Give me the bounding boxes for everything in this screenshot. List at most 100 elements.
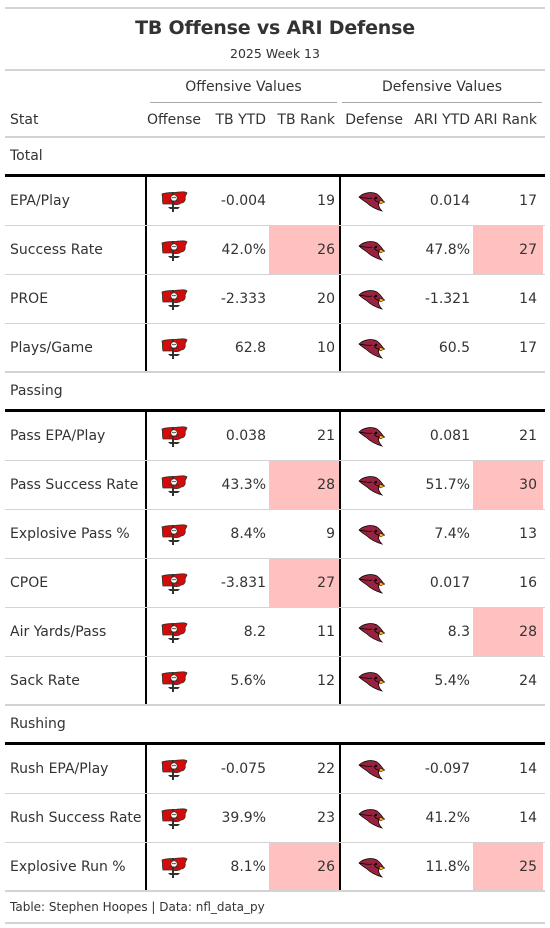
col-header-def-rank: ARI Rank: [474, 112, 537, 128]
table-title: TB Offense vs ARI Defense: [135, 17, 415, 39]
cardinals-logo-icon: [357, 287, 387, 311]
defense-logo-cell: [339, 657, 409, 704]
cardinals-logo-icon: [357, 473, 387, 497]
stat-label: Plays/Game: [10, 339, 93, 356]
col-header-stat: Stat: [10, 112, 39, 128]
off-ytd-value: 5.6%: [230, 672, 266, 689]
offense-logo-cell: [145, 461, 207, 509]
col-header-def-ytd: ARI YTD: [414, 112, 470, 128]
table-row: Pass EPA/Play 0.038 21 0.081 21: [5, 412, 545, 461]
table-source-note: Table: Stephen Hoopes | Data: nfl_data_p…: [5, 892, 545, 924]
def-rank-value: 17: [519, 193, 537, 209]
def-rank-value: 24: [519, 672, 537, 689]
table-row: Success Rate 42.0% 26 47.8% 27: [5, 226, 545, 275]
spanner-underline: [150, 102, 337, 103]
defense-logo-cell: [339, 843, 409, 890]
table-row: Rush Success Rate 39.9% 23 41.2% 14: [5, 794, 545, 843]
off-ytd-value: 8.2: [243, 624, 266, 640]
off-ytd-value: 43.3%: [221, 477, 266, 493]
cardinals-logo-icon: [357, 806, 387, 830]
def-ytd-value: 7.4%: [434, 526, 470, 542]
cardinals-logo-icon: [357, 620, 387, 644]
stat-label: Rush EPA/Play: [10, 761, 109, 777]
def-rank-value: 21: [519, 428, 537, 444]
group-header-1: Passing: [5, 373, 545, 412]
offense-logo-cell: [145, 226, 207, 274]
cardinals-logo-icon: [357, 571, 387, 595]
def-rank-value: 14: [519, 761, 537, 777]
offense-logo-cell: [145, 275, 207, 323]
def-rank-value: 27: [473, 226, 543, 274]
def-ytd-value: 60.5: [438, 339, 470, 356]
offense-logo-cell: [145, 745, 207, 793]
off-rank-value: 20: [317, 291, 335, 307]
offense-logo-cell: [145, 177, 207, 225]
defense-logo-cell: [339, 275, 409, 323]
cardinals-logo-icon: [357, 424, 387, 448]
buccaneers-logo-icon: [159, 620, 189, 644]
stat-label: Sack Rate: [10, 672, 80, 689]
table-subtitle: 2025 Week 13: [230, 46, 320, 61]
def-ytd-value: 5.4%: [434, 672, 470, 689]
def-ytd-value: 0.014: [429, 193, 470, 209]
defense-logo-cell: [339, 794, 409, 842]
buccaneers-logo-icon: [159, 336, 189, 360]
off-ytd-value: 8.4%: [230, 526, 266, 542]
offense-logo-cell: [145, 843, 207, 890]
stat-label: Explosive Run %: [10, 858, 126, 875]
def-ytd-value: -0.097: [424, 761, 470, 777]
def-ytd-value: 0.081: [429, 428, 470, 444]
table-row: Plays/Game 62.8 10 60.5 17: [5, 324, 545, 373]
buccaneers-logo-icon: [159, 238, 189, 262]
offense-logo-cell: [145, 412, 207, 460]
def-ytd-value: 0.017: [429, 575, 470, 591]
col-header-offense: Offense: [146, 112, 201, 128]
off-rank-value: 26: [269, 226, 339, 274]
defense-logo-cell: [339, 461, 409, 509]
def-ytd-value: 8.3: [447, 624, 470, 640]
off-ytd-value: -0.004: [220, 193, 266, 209]
stat-label: Explosive Pass %: [10, 526, 130, 542]
def-rank-value: 25: [473, 843, 543, 890]
off-rank-value: 28: [269, 461, 339, 509]
stat-label: Rush Success Rate: [10, 810, 142, 826]
col-header-defense: Defense: [345, 112, 403, 128]
table-row: EPA/Play -0.004 19 0.014 17: [5, 177, 545, 226]
buccaneers-logo-icon: [159, 522, 189, 546]
off-rank-value: 26: [269, 843, 339, 890]
group-header-0: Total: [5, 138, 545, 177]
cardinals-logo-icon: [357, 189, 387, 213]
defense-logo-cell: [339, 559, 409, 607]
off-ytd-value: -3.831: [220, 575, 266, 591]
offense-logo-cell: [145, 510, 207, 558]
buccaneers-logo-icon: [159, 806, 189, 830]
off-rank-value: 22: [317, 761, 335, 777]
header-divider: [5, 69, 545, 71]
off-rank-value: 10: [317, 339, 335, 356]
off-rank-value: 27: [269, 559, 339, 607]
table-row: Rush EPA/Play -0.075 22 -0.097 14: [5, 745, 545, 794]
def-rank-value: 17: [519, 339, 537, 356]
cardinals-logo-icon: [357, 522, 387, 546]
offensive-values-spanner: Offensive Values: [150, 79, 337, 103]
def-rank-value: 16: [519, 575, 537, 591]
offense-logo-cell: [145, 559, 207, 607]
stat-label: Success Rate: [10, 242, 103, 258]
def-ytd-value: 41.2%: [425, 810, 470, 826]
off-rank-value: 11: [317, 624, 335, 640]
def-ytd-value: 11.8%: [425, 858, 470, 875]
defense-logo-cell: [339, 177, 409, 225]
offense-logo-cell: [145, 657, 207, 704]
offense-logo-cell: [145, 608, 207, 656]
col-header-off-ytd: TB YTD: [215, 112, 267, 128]
table-row: CPOE -3.831 27 0.017 16: [5, 559, 545, 608]
stat-label: Air Yards/Pass: [10, 624, 107, 640]
col-header-off-rank: TB Rank: [277, 112, 335, 128]
buccaneers-logo-icon: [159, 473, 189, 497]
stat-label: EPA/Play: [10, 193, 70, 209]
defense-logo-cell: [339, 324, 409, 371]
defense-logo-cell: [339, 510, 409, 558]
cardinals-logo-icon: [357, 669, 387, 693]
def-rank-value: 28: [473, 608, 543, 656]
def-rank-value: 14: [519, 810, 537, 826]
